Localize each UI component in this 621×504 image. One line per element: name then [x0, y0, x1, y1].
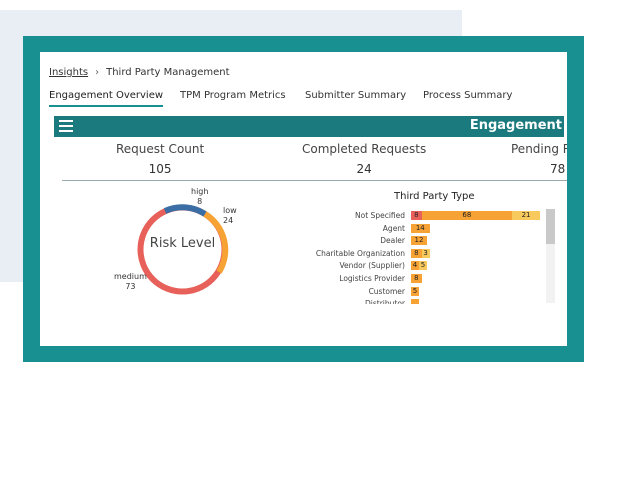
- tab-process-summary[interactable]: Process Summary: [423, 90, 513, 101]
- kpi-value: 24: [356, 162, 372, 176]
- tab-tpm-program-metrics[interactable]: TPM Program Metrics: [180, 90, 286, 101]
- kpi-label: Pending R: [511, 142, 567, 156]
- bar-segment[interactable]: 3: [421, 249, 430, 258]
- segment-label-medium: medium 73: [114, 272, 147, 292]
- menu-icon[interactable]: [59, 120, 73, 132]
- breadcrumb-insights-link[interactable]: Insights: [49, 67, 89, 78]
- bar-segment[interactable]: 8: [411, 249, 422, 258]
- segment-value: 73: [125, 282, 136, 291]
- donut-title: Risk Level: [149, 236, 216, 251]
- donut-segment-high[interactable]: [163, 204, 207, 217]
- dashboard-title: Engagement: [469, 118, 562, 133]
- bar-segment[interactable]: 12: [411, 236, 427, 245]
- segment-value: 24: [223, 216, 234, 225]
- kpi-value: 78: [550, 162, 566, 176]
- bar-segment[interactable]: 8: [411, 274, 422, 283]
- risk-level-donut: Risk Level: [135, 202, 230, 297]
- bar-chart-title: Third Party Type: [394, 191, 475, 202]
- category-label: Vendor (Supplier): [339, 261, 406, 270]
- chevron-right-icon: ›: [95, 67, 100, 78]
- category-label: Customer: [368, 287, 405, 296]
- third-party-type-chart: Not Specified 8 68 21 Agent 14 Dealer 12 Charita…: [40, 52, 567, 304]
- segment-value: 8: [197, 197, 203, 206]
- category-label: Distributor: [364, 299, 405, 304]
- segment-name: low: [223, 206, 237, 215]
- kpi-label: Completed Requests: [302, 142, 427, 156]
- kpi-label: Request Count: [116, 142, 205, 156]
- segment-label-low: low 24: [223, 206, 237, 226]
- kpi-value: 105: [148, 162, 172, 176]
- bar-segment[interactable]: 5: [419, 261, 427, 270]
- kpi-completed-requests: Completed Requests 24: [302, 142, 426, 176]
- bar-segment[interactable]: [411, 299, 419, 304]
- category-label: Agent: [382, 224, 405, 233]
- breadcrumb: Insights › Third Party Management: [49, 67, 230, 78]
- segment-label-high: high 8: [191, 187, 208, 207]
- divider: [62, 180, 567, 181]
- category-label: Charitable Organization: [315, 249, 405, 258]
- bar-segment[interactable]: 14: [411, 224, 430, 233]
- scrollbar-thumb[interactable]: [546, 209, 555, 244]
- dashboard-header: Engagement: [54, 116, 564, 137]
- bar-segment[interactable]: 68: [421, 211, 513, 220]
- bar-segment[interactable]: 21: [512, 211, 540, 220]
- bar-segment[interactable]: 8: [411, 211, 422, 220]
- scrollbar-track[interactable]: [546, 209, 555, 303]
- segment-name: high: [191, 187, 209, 196]
- kpi-request-count: Request Count 105: [116, 142, 204, 176]
- category-label: Logistics Provider: [339, 274, 405, 283]
- tab-engagement-overview[interactable]: Engagement Overview: [49, 90, 164, 107]
- tab-submitter-summary[interactable]: Submitter Summary: [305, 90, 407, 101]
- dashboard-card: Insights › Third Party Management Engageme…: [40, 52, 567, 346]
- kpi-pending-requests: Pending R 78: [511, 142, 567, 176]
- category-label: Dealer: [380, 236, 405, 245]
- bar-segment[interactable]: 5: [411, 287, 419, 296]
- segment-name: medium: [114, 272, 147, 281]
- donut-segment-low[interactable]: [203, 211, 229, 274]
- breadcrumb-current: Third Party Management: [106, 67, 230, 78]
- bar-segment[interactable]: 4: [411, 261, 419, 270]
- category-label: Not Specified: [355, 211, 405, 220]
